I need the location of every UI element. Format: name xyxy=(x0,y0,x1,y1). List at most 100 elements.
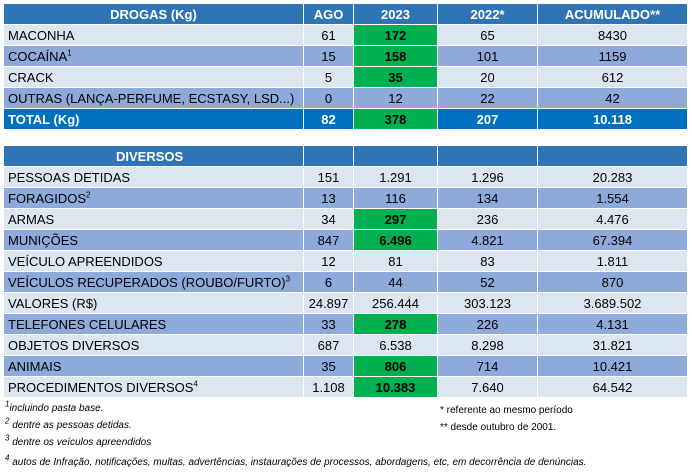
table-row: OBJETOS DIVERSOS 687 6.538 8.298 31.821 xyxy=(3,334,688,356)
header-acumulado: ACUMULADO** xyxy=(537,3,688,25)
row-value: 687 xyxy=(303,334,354,356)
row-value: 12 xyxy=(353,87,438,109)
total-row: TOTAL (Kg) 82 378 207 10.118 xyxy=(3,108,688,130)
table-row: VEÍCULO APREENDIDOS 12 81 83 1.811 xyxy=(3,250,688,272)
row-value: 870 xyxy=(537,271,688,293)
row-value: 4.821 xyxy=(437,229,538,251)
row-value: 278 xyxy=(353,313,438,335)
row-value: 297 xyxy=(353,208,438,230)
row-value: 134 xyxy=(437,187,538,209)
row-value: 101 xyxy=(437,45,538,67)
row-value: 0 xyxy=(303,87,354,109)
row-value: 4.131 xyxy=(537,313,688,335)
diversos-header-row: DIVERSOS xyxy=(3,145,688,167)
header-empty xyxy=(437,145,538,167)
header-diversos: DIVERSOS xyxy=(3,145,304,167)
row-value: 24.897 xyxy=(303,292,354,314)
row-value: 226 xyxy=(437,313,538,335)
row-value: 33 xyxy=(303,313,354,335)
row-value: 20.283 xyxy=(537,166,688,188)
row-value: 236 xyxy=(437,208,538,230)
row-value: 1.296 xyxy=(437,166,538,188)
row-value: 35 xyxy=(303,355,354,377)
row-value: 61 xyxy=(303,24,354,46)
row-label: VEÍCULO APREENDIDOS xyxy=(3,250,304,272)
row-value: 65 xyxy=(437,24,538,46)
footnote-3: 3 dentre os veículos apreendidos xyxy=(5,433,152,448)
row-value: 1.554 xyxy=(537,187,688,209)
row-value: 1.108 xyxy=(303,376,354,398)
row-label: MUNIÇÕES xyxy=(3,229,304,251)
row-label: PESSOAS DETIDAS xyxy=(3,166,304,188)
row-value: 10.421 xyxy=(537,355,688,377)
total-2022: 207 xyxy=(437,108,538,130)
row-value: 35 xyxy=(353,66,438,88)
footnote-1: 1incluindo pasta base. xyxy=(5,399,104,414)
row-label: CRACK xyxy=(3,66,304,88)
total-ago: 82 xyxy=(303,108,354,130)
footnote-star: * referente ao mesmo período xyxy=(440,405,573,416)
header-ago: AGO xyxy=(303,3,354,25)
row-value: 44 xyxy=(353,271,438,293)
footnote-4: 4 autos de Infração, notificações, multa… xyxy=(5,453,587,468)
row-value: 6.496 xyxy=(353,229,438,251)
row-label: ARMAS xyxy=(3,208,304,230)
row-value: 714 xyxy=(437,355,538,377)
row-value: 3.689.502 xyxy=(537,292,688,314)
row-value: 1.291 xyxy=(353,166,438,188)
table-row: MUNIÇÕES 847 6.496 4.821 67.394 xyxy=(3,229,688,251)
table-row: ANIMAIS 35 806 714 10.421 xyxy=(3,355,688,377)
header-2023: 2023 xyxy=(353,3,438,25)
header-empty xyxy=(537,145,688,167)
row-value: 116 xyxy=(353,187,438,209)
row-value: 8430 xyxy=(537,24,688,46)
header-empty xyxy=(353,145,438,167)
row-value: 15 xyxy=(303,45,354,67)
row-value: 83 xyxy=(437,250,538,272)
row-value: 67.394 xyxy=(537,229,688,251)
table-row: CRACK 5 35 20 612 xyxy=(3,66,688,88)
header-drogas: DROGAS (Kg) xyxy=(3,3,304,25)
row-value: 6 xyxy=(303,271,354,293)
total-2023: 378 xyxy=(353,108,438,130)
row-value: 1159 xyxy=(537,45,688,67)
table-row: FORAGIDOS2 13 116 134 1.554 xyxy=(3,187,688,209)
row-value: 52 xyxy=(437,271,538,293)
header-empty xyxy=(303,145,354,167)
footnote-2: 2 dentre as pessoas detidas. xyxy=(5,416,132,431)
row-value: 4.476 xyxy=(537,208,688,230)
row-label: VALORES (R$) xyxy=(3,292,304,314)
table-row: COCAÍNA1 15 158 101 1159 xyxy=(3,45,688,67)
row-value: 22 xyxy=(437,87,538,109)
row-label: FORAGIDOS2 xyxy=(3,187,304,209)
row-value: 31.821 xyxy=(537,334,688,356)
row-value: 158 xyxy=(353,45,438,67)
total-acumulado: 10.118 xyxy=(537,108,688,130)
table-row: MACONHA 61 172 65 8430 xyxy=(3,24,688,46)
total-label: TOTAL (Kg) xyxy=(3,108,304,130)
table-row: TELEFONES CELULARES 33 278 226 4.131 xyxy=(3,313,688,335)
row-value: 81 xyxy=(353,250,438,272)
table-row: ARMAS 34 297 236 4.476 xyxy=(3,208,688,230)
row-value: 612 xyxy=(537,66,688,88)
row-value: 1.811 xyxy=(537,250,688,272)
drugs-header-row: DROGAS (Kg) AGO 2023 2022* ACUMULADO** xyxy=(3,3,688,25)
header-2022: 2022* xyxy=(437,3,538,25)
row-value: 256.444 xyxy=(353,292,438,314)
row-value: 64.542 xyxy=(537,376,688,398)
row-label: VEÍCULOS RECUPERADOS (ROUBO/FURTO)3 xyxy=(3,271,304,293)
row-value: 847 xyxy=(303,229,354,251)
row-label: OBJETOS DIVERSOS xyxy=(3,334,304,356)
table-row: PESSOAS DETIDAS 151 1.291 1.296 20.283 xyxy=(3,166,688,188)
row-value: 303.123 xyxy=(437,292,538,314)
row-value: 34 xyxy=(303,208,354,230)
diversos-table: DIVERSOS PESSOAS DETIDAS 151 1.291 1.296 20.… xyxy=(3,145,688,398)
row-value: 12 xyxy=(303,250,354,272)
row-label: COCAÍNA1 xyxy=(3,45,304,67)
row-value: 172 xyxy=(353,24,438,46)
row-label: OUTRAS (LANÇA-PERFUME, ECSTASY, LSD...) xyxy=(3,87,304,109)
row-value: 151 xyxy=(303,166,354,188)
row-value: 7.640 xyxy=(437,376,538,398)
row-value: 5 xyxy=(303,66,354,88)
row-value: 42 xyxy=(537,87,688,109)
